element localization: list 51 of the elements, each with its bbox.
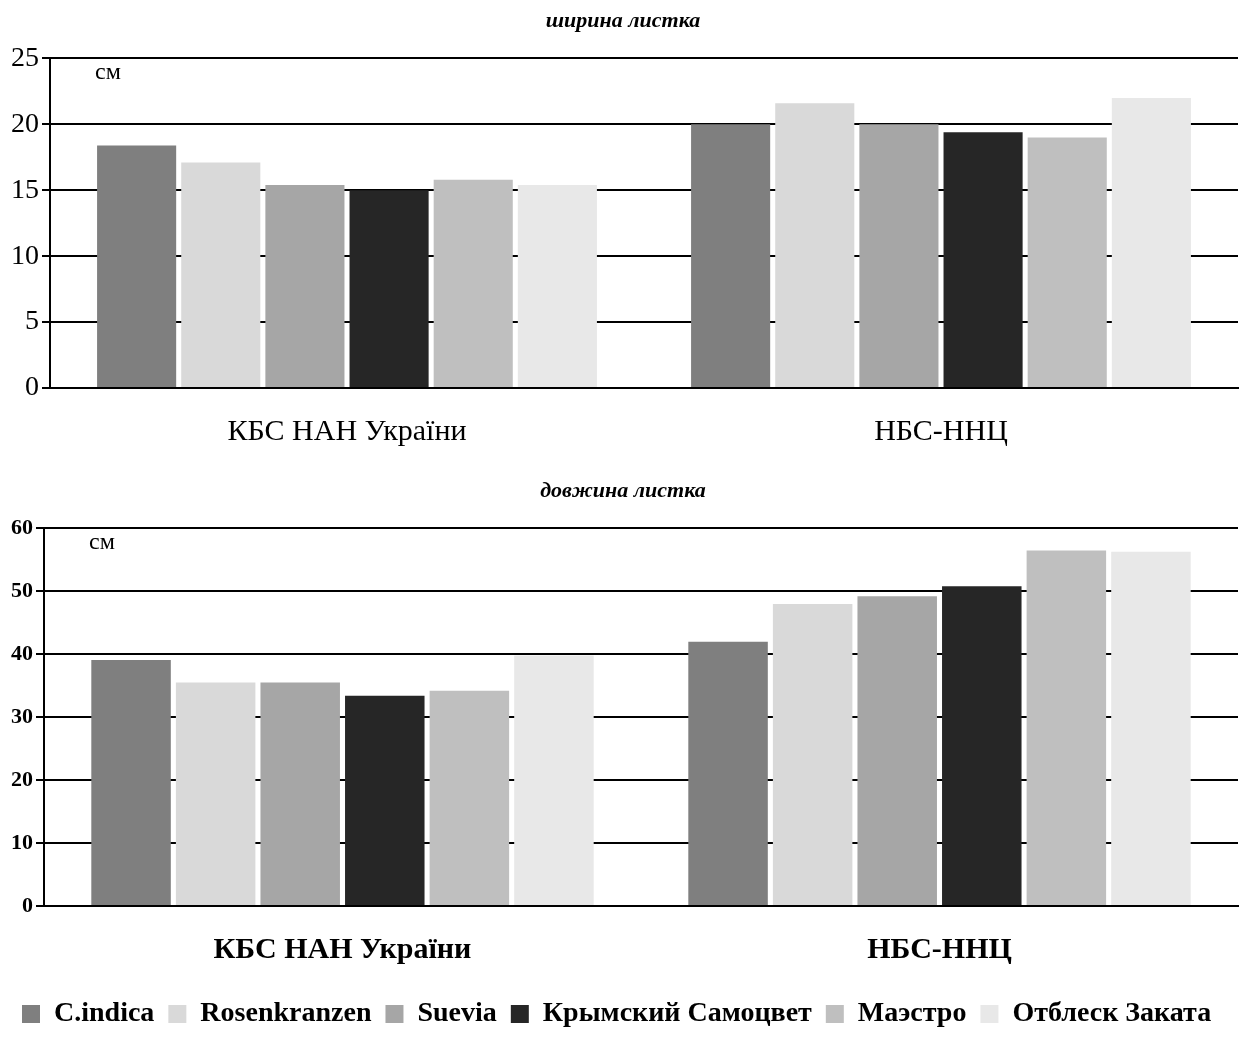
x-tick-label: КБС НАН України [213, 930, 472, 964]
bar [1111, 551, 1191, 905]
y-tick-label: 10 [11, 828, 33, 854]
y-tick-label: 25 [11, 40, 39, 72]
bar [260, 682, 340, 905]
x-tick-label: НБС-ННЦ [867, 930, 1012, 964]
bar [175, 682, 256, 905]
legend-label: Отблеск Заката [1012, 996, 1212, 1028]
bar [514, 655, 594, 905]
y-tick-label: 15 [11, 172, 39, 204]
legend-label: Маэстро [857, 996, 967, 1028]
bar [859, 124, 939, 387]
bar [433, 179, 513, 387]
bar [1111, 97, 1191, 387]
bar [942, 586, 1022, 905]
bar [857, 596, 937, 905]
bar [772, 603, 853, 905]
legend-label: Rosenkranzen [200, 996, 372, 1028]
bar [265, 184, 345, 387]
bar [429, 690, 510, 905]
legend-label: Крымский Самоцвет [542, 996, 813, 1028]
y-tick-label: 30 [11, 702, 33, 728]
annotation: см [95, 57, 121, 84]
legend-label: C.indica [54, 996, 155, 1028]
y-tick-label: 5 [25, 304, 39, 336]
bar [181, 162, 261, 387]
chart-title: ширина листка [545, 6, 701, 32]
y-tick-label: 40 [11, 639, 33, 665]
y-tick-label: 20 [11, 765, 33, 791]
bar [1026, 550, 1107, 905]
x-tick-label: КБС НАН України [227, 412, 467, 446]
bar [97, 145, 177, 387]
y-tick-label: 20 [11, 106, 39, 138]
y-tick-label: 0 [22, 891, 33, 917]
y-tick-label: 10 [11, 238, 39, 270]
bar [688, 641, 768, 905]
bar [775, 103, 855, 387]
y-tick-label: 50 [11, 577, 33, 603]
bar [943, 132, 1023, 387]
bar [1027, 137, 1107, 387]
bar [91, 659, 171, 905]
bar [691, 124, 771, 387]
bar [345, 695, 425, 905]
annotation: см [89, 527, 115, 554]
y-tick-label: 60 [11, 514, 33, 540]
y-tick-label: 0 [25, 370, 39, 402]
bar [517, 184, 597, 387]
bar [349, 190, 429, 387]
legend-label: Suevia [417, 996, 497, 1028]
x-tick-label: НБС-ННЦ [874, 412, 1008, 446]
chart-title: довжина листка [540, 476, 706, 502]
